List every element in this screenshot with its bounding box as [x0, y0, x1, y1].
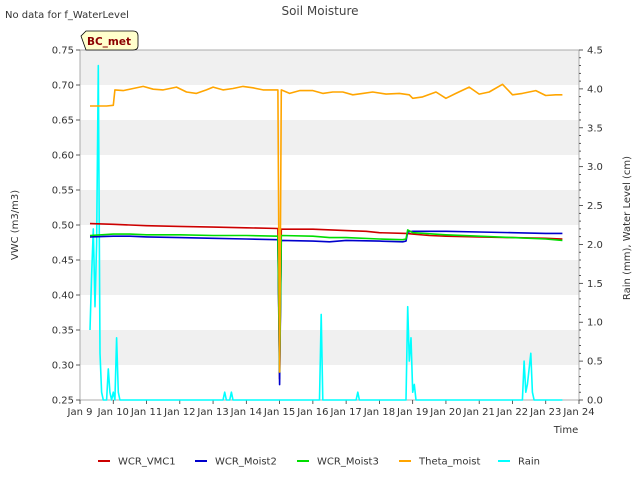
x-tick-label: Jan 19 [396, 407, 428, 418]
y2-axis-label: Rain (mm), Water Level (cm) [622, 156, 633, 300]
series-line-wcr-vmc1 [89, 222, 563, 380]
x-axis-ticks: Jan 9 Jan 10 Jan 11 Jan 12 Jan 13 Jan 14 Jan 1… [67, 400, 595, 418]
grid-band [80, 50, 579, 85]
series-line-wcr-moist3 [89, 229, 563, 373]
x-tick-label: Jan 11 [130, 407, 162, 418]
x-axis-label: Time [553, 425, 578, 436]
y-tick-label: 0.75 [52, 46, 74, 57]
y2-tick-label: 3.0 [587, 162, 603, 173]
y-tick-label: 0.65 [52, 116, 74, 127]
series-line-rain [89, 64, 563, 401]
x-tick-label: Jan 18 [363, 407, 395, 418]
x-tick-label: Jan 21 [463, 407, 495, 418]
grid-band [80, 260, 579, 295]
y-tick-label: 0.50 [52, 221, 74, 232]
notice-text: No data for f_WaterLevel [5, 10, 129, 21]
x-tick-label: Jan 10 [97, 407, 129, 418]
x-tick-label: Jan 23 [529, 407, 561, 418]
grid-band [80, 120, 579, 155]
y2-tick-label: 4.5 [587, 46, 603, 57]
legend-label: WCR_VMC1 [118, 457, 176, 468]
chart-title: Soil Moisture [281, 4, 358, 18]
x-tick-label: Jan 12 [163, 407, 195, 418]
y2-tick-label: 4.0 [587, 84, 603, 95]
y2-tick-label: 0.0 [587, 396, 603, 407]
site-badge[interactable]: BC_met [80, 30, 139, 51]
site-badge-label: BC_met [87, 36, 131, 48]
x-tick-label: Jan 20 [429, 407, 461, 418]
x-tick-label: Jan 14 [230, 407, 262, 418]
legend-label: WCR_Moist3 [317, 457, 379, 468]
y-tick-label: 0.35 [52, 326, 74, 337]
y2-tick-label: 2.0 [587, 240, 603, 251]
y-tick-label: 0.60 [52, 151, 74, 162]
grid-bands [80, 50, 579, 365]
legend-label: Rain [518, 457, 540, 468]
x-tick-label: Jan 15 [263, 407, 295, 418]
y2-tick-label: 1.5 [587, 279, 603, 290]
y-axis-label: VWC (m3/m3) [10, 190, 21, 260]
legend-label: Theta_moist [418, 457, 480, 468]
y-tick-label: 0.25 [52, 396, 74, 407]
x-tick-label: Jan 24 [562, 407, 594, 418]
y-tick-label: 0.40 [52, 291, 74, 302]
x-tick-label: Jan 16 [296, 407, 328, 418]
y-tick-label: 0.70 [52, 81, 74, 92]
series-lines [89, 64, 563, 401]
y-axis-ticks: 0.25 0.30 0.35 0.40 0.45 0.50 0.55 0.60 0.65 0.70… [52, 46, 80, 407]
grid-band [80, 190, 579, 225]
y-tick-label: 0.30 [52, 361, 74, 372]
y-tick-label: 0.45 [52, 256, 74, 267]
x-tick-label: Jan 17 [329, 407, 361, 418]
x-tick-label: Jan 22 [496, 407, 528, 418]
series-line-wcr-moist2 [89, 230, 563, 386]
legend-label: WCR_Moist2 [215, 457, 277, 468]
y2-tick-label: 2.5 [587, 201, 603, 212]
y2-tick-label: 3.5 [587, 123, 603, 134]
y2-axis-ticks: 0.0 0.5 1.0 1.5 2.0 2.5 3.0 3.5 4.0 4.5 [579, 46, 603, 407]
grid-band [80, 330, 579, 365]
legend: WCR_VMC1 WCR_Moist2 WCR_Moist3 Theta_moist R… [98, 457, 540, 468]
y2-tick-label: 0.5 [587, 357, 603, 368]
y-tick-label: 0.55 [52, 186, 74, 197]
x-tick-label: Jan 9 [67, 407, 93, 418]
series-line-theta-moist [90, 83, 563, 373]
y2-tick-label: 1.0 [587, 318, 603, 329]
x-tick-label: Jan 13 [196, 407, 228, 418]
